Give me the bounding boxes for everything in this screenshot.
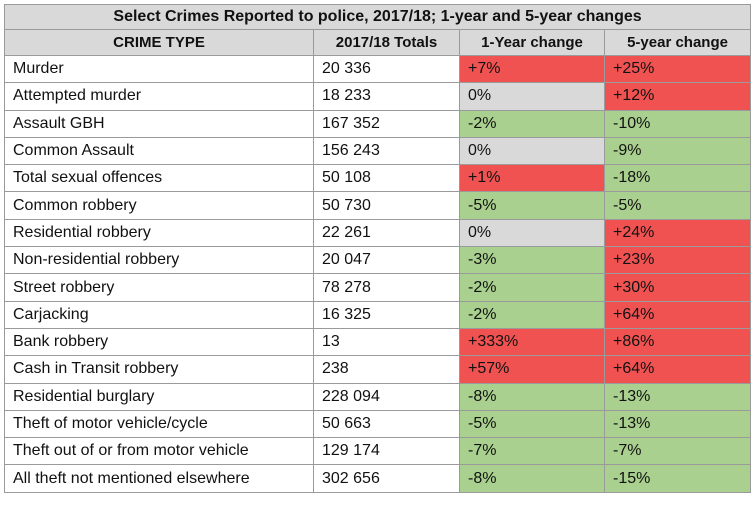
crime-type-cell: Residential robbery bbox=[4, 218, 314, 248]
table-row: Total sexual offences 50 108 +1% -18% bbox=[4, 164, 752, 193]
table-row: Carjacking 16 325 -2% +64% bbox=[4, 300, 752, 329]
column-header-crime-type: CRIME TYPE bbox=[4, 29, 314, 56]
total-cell: 50 108 bbox=[313, 164, 460, 193]
title-row: Select Crimes Reported to police, 2017/1… bbox=[3, 4, 752, 30]
crime-type-cell: Murder bbox=[4, 54, 314, 84]
table-title: Select Crimes Reported to police, 2017/1… bbox=[3, 4, 752, 30]
table-row: Residential robbery 22 261 0% +24% bbox=[4, 218, 752, 248]
table-row: Theft of motor vehicle/cycle 50 663 -5% -13… bbox=[4, 409, 752, 439]
one-year-change-cell: -8% bbox=[459, 464, 605, 493]
crime-type-cell: Theft of motor vehicle/cycle bbox=[4, 409, 314, 439]
five-year-change-cell: +86% bbox=[603, 327, 752, 357]
one-year-change-cell: -8% bbox=[459, 382, 605, 411]
one-year-change-cell: 0% bbox=[459, 82, 605, 111]
five-year-change-cell: +23% bbox=[603, 246, 752, 275]
one-year-change-cell: -2% bbox=[459, 300, 605, 329]
five-year-change-cell: -7% bbox=[603, 437, 752, 466]
table-row: All theft not mentioned elsewhere 302 656… bbox=[4, 464, 752, 493]
crime-table: Select Crimes Reported to police, 2017/1… bbox=[3, 4, 752, 493]
table-row: Residential burglary 228 094 -8% -13% bbox=[4, 382, 752, 411]
five-year-change-cell: +12% bbox=[603, 82, 752, 111]
total-cell: 78 278 bbox=[313, 273, 460, 302]
total-cell: 16 325 bbox=[313, 300, 460, 329]
crime-type-cell: Assault GBH bbox=[4, 109, 314, 138]
crime-type-cell: Theft out of or from motor vehicle bbox=[4, 437, 314, 466]
five-year-change-cell: -9% bbox=[603, 136, 752, 166]
one-year-change-cell: +333% bbox=[459, 327, 605, 357]
one-year-change-cell: 0% bbox=[459, 218, 605, 248]
one-year-change-cell: 0% bbox=[459, 136, 605, 166]
five-year-change-cell: +30% bbox=[603, 273, 752, 302]
table-row: Common Assault 156 243 0% -9% bbox=[4, 136, 752, 166]
column-header-1-year-change: 1-Year change bbox=[459, 29, 605, 56]
table-row: Common robbery 50 730 -5% -5% bbox=[4, 191, 752, 220]
total-cell: 129 174 bbox=[313, 437, 460, 466]
total-cell: 20 047 bbox=[313, 246, 460, 275]
one-year-change-cell: -2% bbox=[459, 109, 605, 138]
crime-type-cell: Attempted murder bbox=[4, 82, 314, 111]
total-cell: 18 233 bbox=[313, 82, 460, 111]
five-year-change-cell: -10% bbox=[603, 109, 752, 138]
table-row: Theft out of or from motor vehicle 129 17… bbox=[4, 437, 752, 466]
crime-type-cell: Bank robbery bbox=[4, 327, 314, 357]
total-cell: 50 730 bbox=[313, 191, 460, 220]
table-row: Non-residential robbery 20 047 -3% +23% bbox=[4, 246, 752, 275]
total-cell: 302 656 bbox=[313, 464, 460, 493]
one-year-change-cell: -5% bbox=[459, 409, 605, 439]
table-row: Murder 20 336 +7% +25% bbox=[4, 54, 752, 84]
five-year-change-cell: -5% bbox=[603, 191, 752, 220]
five-year-change-cell: +64% bbox=[603, 355, 752, 384]
one-year-change-cell: -7% bbox=[459, 437, 605, 466]
five-year-change-cell: -13% bbox=[603, 409, 752, 439]
crime-type-cell: Non-residential robbery bbox=[4, 246, 314, 275]
one-year-change-cell: +7% bbox=[459, 54, 605, 84]
five-year-change-cell: -18% bbox=[603, 164, 752, 193]
total-cell: 50 663 bbox=[313, 409, 460, 439]
one-year-change-cell: -3% bbox=[459, 246, 605, 275]
crime-type-cell: Carjacking bbox=[4, 300, 314, 329]
total-cell: 22 261 bbox=[313, 218, 460, 248]
crime-type-cell: Street robbery bbox=[4, 273, 314, 302]
crime-type-cell: Residential burglary bbox=[4, 382, 314, 411]
header-row: CRIME TYPE 2017/18 Totals 1-Year change … bbox=[4, 29, 752, 56]
total-cell: 167 352 bbox=[313, 109, 460, 138]
total-cell: 20 336 bbox=[313, 54, 460, 84]
total-cell: 156 243 bbox=[313, 136, 460, 166]
crime-type-cell: All theft not mentioned elsewhere bbox=[4, 464, 314, 493]
column-header-totals: 2017/18 Totals bbox=[313, 29, 460, 56]
one-year-change-cell: -2% bbox=[459, 273, 605, 302]
five-year-change-cell: -15% bbox=[603, 464, 752, 493]
table-row: Street robbery 78 278 -2% +30% bbox=[4, 273, 752, 302]
crime-type-cell: Common Assault bbox=[4, 136, 314, 166]
table-row: Cash in Transit robbery 238 +57% +64% bbox=[4, 355, 752, 384]
table-body: Murder 20 336 +7% +25% Attempted murder 18 23… bbox=[4, 54, 752, 493]
one-year-change-cell: +1% bbox=[459, 164, 605, 193]
total-cell: 238 bbox=[313, 355, 460, 384]
table-row: Attempted murder 18 233 0% +12% bbox=[4, 82, 752, 111]
crime-table-container: Select Crimes Reported to police, 2017/1… bbox=[3, 4, 752, 493]
one-year-change-cell: +57% bbox=[459, 355, 605, 384]
crime-type-cell: Total sexual offences bbox=[4, 164, 314, 193]
five-year-change-cell: +25% bbox=[603, 54, 752, 84]
one-year-change-cell: -5% bbox=[459, 191, 605, 220]
table-row: Assault GBH 167 352 -2% -10% bbox=[4, 109, 752, 138]
total-cell: 13 bbox=[313, 327, 460, 357]
five-year-change-cell: +64% bbox=[603, 300, 752, 329]
column-header-5-year-change: 5-year change bbox=[603, 29, 752, 56]
total-cell: 228 094 bbox=[313, 382, 460, 411]
crime-type-cell: Cash in Transit robbery bbox=[4, 355, 314, 384]
five-year-change-cell: -13% bbox=[603, 382, 752, 411]
table-row: Bank robbery 13 +333% +86% bbox=[4, 327, 752, 357]
five-year-change-cell: +24% bbox=[603, 218, 752, 248]
crime-type-cell: Common robbery bbox=[4, 191, 314, 220]
